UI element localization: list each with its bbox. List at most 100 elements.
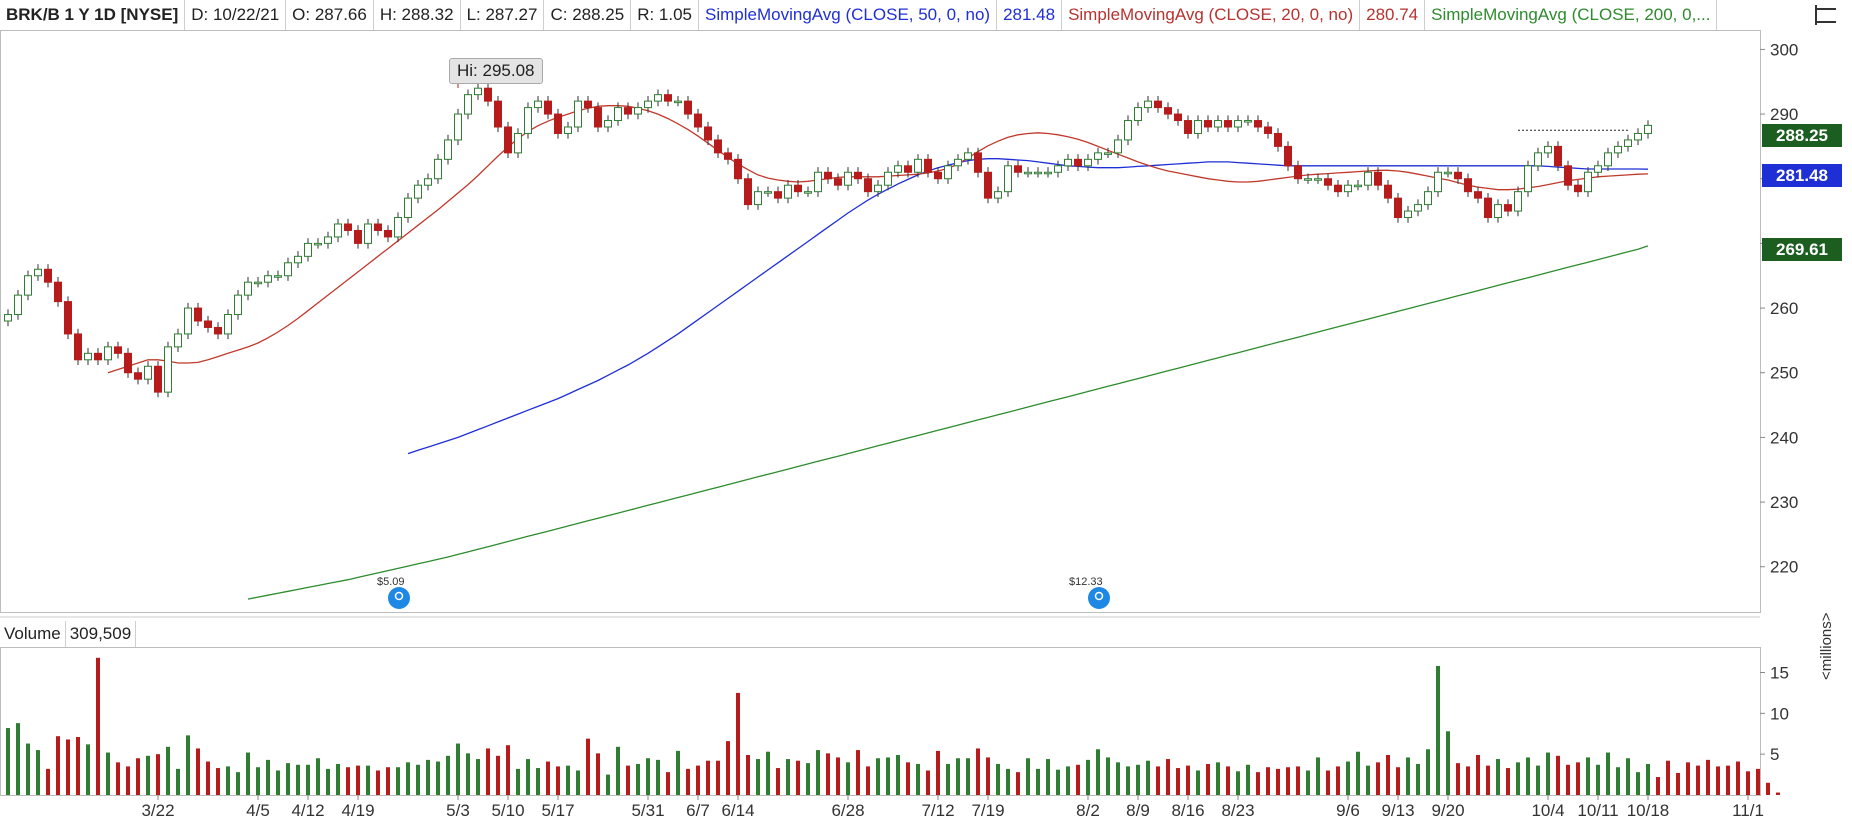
candle [954, 154, 962, 171]
volume-bar [1526, 757, 1530, 795]
sma50-study-label[interactable]: SimpleMovingAvg (CLOSE, 50, 0, no) [699, 0, 998, 30]
candle [94, 348, 102, 365]
volume-bar [1556, 755, 1560, 795]
volume-bar [1476, 754, 1480, 795]
dividend-icon [388, 587, 410, 609]
candle [564, 121, 572, 139]
sma20-study-label[interactable]: SimpleMovingAvg (CLOSE, 20, 0, no) [1062, 0, 1361, 30]
candle-up [454, 113, 462, 141]
candle-up [1004, 165, 1012, 193]
volume-bar [1606, 752, 1610, 795]
volume-bar [616, 746, 620, 795]
date-tick-label: 6/14 [721, 801, 754, 820]
candle-down [1394, 197, 1402, 219]
volume-bar [356, 765, 360, 795]
volume-bar [206, 761, 210, 795]
candle [1244, 115, 1252, 126]
volume-bar [956, 758, 960, 795]
candle-down [64, 301, 72, 335]
candle [444, 134, 452, 165]
range-label: R: 1.05 [631, 0, 700, 30]
candle-down [724, 152, 732, 160]
volume-bar [696, 765, 700, 795]
volume-bar [136, 758, 140, 795]
candle [1584, 167, 1592, 197]
candle [1164, 102, 1172, 120]
candle-down [1504, 204, 1512, 212]
volume-bar [826, 753, 830, 795]
candle-up [1314, 178, 1322, 181]
volume-bar [926, 770, 930, 795]
sma200-study-label[interactable]: SimpleMovingAvg (CLOSE, 200, 0,... [1425, 0, 1718, 30]
dividend-icon-circle [1088, 587, 1110, 609]
candle-up [874, 184, 882, 193]
volume-bar [1506, 768, 1510, 795]
candle-up [564, 126, 572, 134]
volume-bar [1076, 764, 1080, 795]
candle [1154, 95, 1162, 113]
candle [374, 218, 382, 236]
candle [1094, 147, 1102, 165]
volume-bar [1126, 766, 1130, 795]
volume-bar [536, 768, 540, 795]
volume-bar [246, 752, 250, 795]
volume-bar [76, 737, 80, 795]
volume-bar [146, 755, 150, 795]
symbol-label[interactable]: BRK/B 1 Y 1D [NYSE] [0, 0, 186, 30]
volume-bar [1096, 749, 1100, 795]
candle-up [84, 352, 92, 361]
candle-down [1384, 184, 1392, 199]
menu-icon[interactable] [1804, 0, 1844, 30]
candle [784, 180, 792, 204]
candle-down [594, 107, 602, 128]
candle [1414, 199, 1422, 217]
candle [494, 95, 502, 133]
candle [1464, 173, 1472, 197]
candle [104, 341, 112, 365]
volume-bar [1056, 769, 1060, 795]
volume-bar [346, 767, 350, 795]
volume-bar [1266, 767, 1270, 795]
candle-up [274, 275, 282, 278]
volume-bar [646, 758, 650, 795]
candle [354, 225, 362, 249]
candle [454, 108, 462, 146]
date-tick-label: 6/28 [831, 801, 864, 820]
candle [1084, 154, 1092, 171]
candle [994, 186, 1002, 204]
candle [524, 102, 532, 139]
candle [1444, 167, 1452, 178]
volume-units-label: <millions> [1818, 612, 1835, 680]
candle-up [1534, 152, 1542, 167]
candle [274, 270, 282, 281]
sma20-line [107, 105, 1649, 374]
candle-down [1564, 165, 1572, 186]
candle [214, 322, 222, 340]
candle-up [1354, 184, 1362, 188]
dividend-icon [1088, 587, 1110, 609]
candle [64, 296, 72, 340]
candle-up [234, 294, 242, 316]
candle [1364, 167, 1372, 191]
volume-bar [316, 758, 320, 795]
candle-down [1264, 126, 1272, 134]
candle [714, 134, 722, 159]
volume-bar [1756, 768, 1760, 795]
volume-bar [746, 754, 750, 795]
candle-down [1554, 145, 1562, 167]
price-tick-label: 250 [1770, 364, 1798, 383]
candle-down [134, 372, 142, 380]
candle [764, 186, 772, 197]
candle-down [1274, 132, 1282, 147]
volume-bar [736, 692, 740, 795]
candle [844, 167, 852, 191]
candle [514, 128, 522, 159]
volume-bar [1646, 763, 1650, 795]
candle-down [714, 139, 722, 154]
candle-up [294, 255, 302, 264]
candle [1534, 147, 1542, 171]
volume-bar [1746, 771, 1750, 795]
volume-bar [46, 768, 50, 795]
volume-bar [866, 766, 870, 795]
